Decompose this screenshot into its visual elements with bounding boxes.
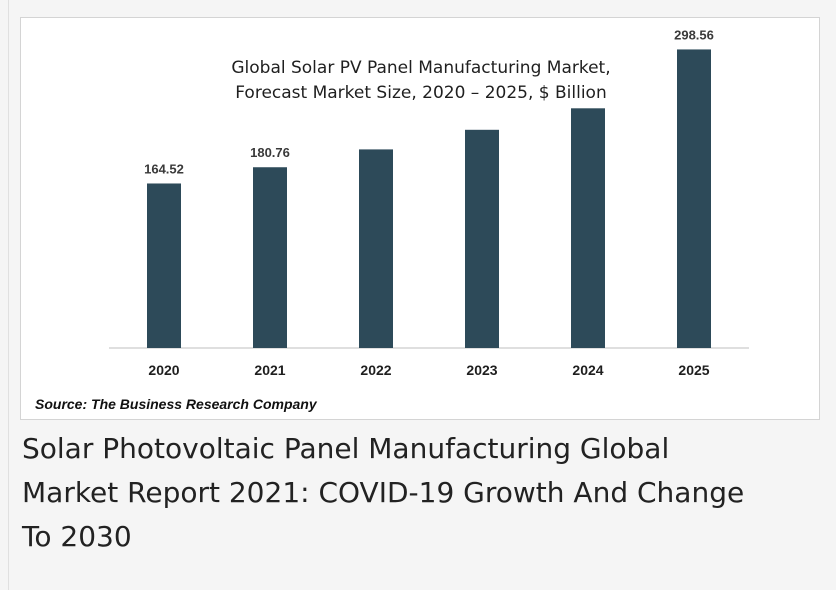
bar-chart: 164.52 2020 180.76 2021 2022 2023 2024 298.56 20… — [109, 27, 749, 378]
bar-2021 — [253, 167, 287, 348]
x-tick-label-2023: 2023 — [466, 362, 497, 378]
chart-title-line-1: Global Solar PV Panel Manufacturing Mark… — [231, 58, 611, 78]
caption-line-3: To 2030 — [22, 520, 132, 553]
x-tick-label-2020: 2020 — [148, 362, 179, 378]
data-label-2021: 180.76 — [250, 145, 290, 160]
data-label-2025: 298.56 — [674, 27, 714, 42]
chart-title: Global Solar PV Panel Manufacturing Mark… — [21, 56, 821, 106]
page-caption: Solar Photovoltaic Panel Manufacturing G… — [22, 427, 812, 559]
x-tick-label-2022: 2022 — [360, 362, 391, 378]
caption-line-2: Market Report 2021: COVID-19 Growth And … — [22, 476, 745, 509]
bar-2022 — [359, 149, 393, 348]
bar-2023 — [465, 129, 499, 348]
page-border — [8, 0, 9, 590]
caption-line-1: Solar Photovoltaic Panel Manufacturing G… — [22, 432, 670, 465]
bar-2020 — [147, 183, 181, 348]
chart-title-line-2: Forecast Market Size, 2020 – 2025, $ Bil… — [235, 83, 607, 103]
bar-2024 — [571, 108, 605, 348]
source-note: Source: The Business Research Company — [35, 396, 317, 412]
data-label-2020: 164.52 — [144, 161, 184, 176]
bar-2025 — [677, 49, 711, 348]
x-tick-label-2021: 2021 — [254, 362, 285, 378]
x-tick-label-2024: 2024 — [572, 362, 603, 378]
x-tick-label-2025: 2025 — [678, 362, 709, 378]
chart-card: Global Solar PV Panel Manufacturing Mark… — [20, 17, 820, 420]
